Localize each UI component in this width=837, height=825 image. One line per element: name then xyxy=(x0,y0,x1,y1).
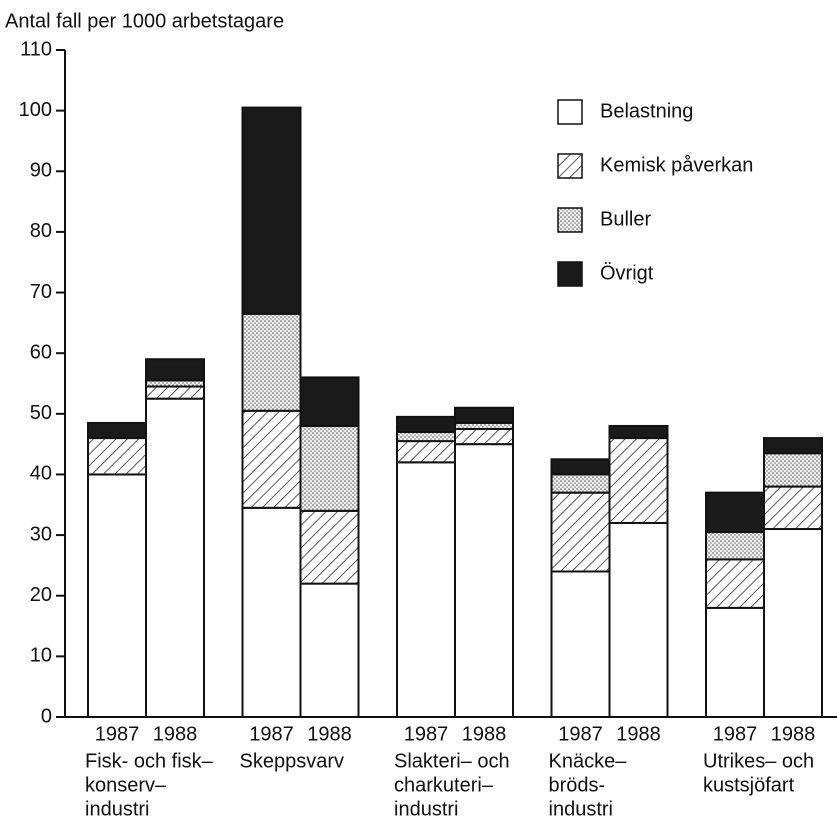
bar-segment xyxy=(550,570,611,718)
y-axis-label: Antal fall per 1000 arbetstagare xyxy=(5,10,284,32)
x-tick-label: 1988 xyxy=(462,723,507,745)
bar-segment xyxy=(396,415,456,434)
y-tick-label: 70 xyxy=(30,281,52,303)
x-tick-label: 1988 xyxy=(153,723,198,745)
legend-swatch xyxy=(557,207,583,233)
bar-segment xyxy=(87,437,147,476)
y-tick-label: 40 xyxy=(30,463,52,485)
y-tick-label: 90 xyxy=(30,160,52,182)
group-label: Slakteri– och xyxy=(394,750,510,772)
x-tick-label: 1988 xyxy=(307,723,352,745)
bar-segment xyxy=(299,582,360,718)
bar-segment xyxy=(705,606,765,719)
bar-segment xyxy=(145,358,205,382)
bar-segment xyxy=(87,421,147,440)
bar-segment xyxy=(763,437,823,455)
bar-segment xyxy=(241,312,302,412)
bar-segment xyxy=(763,485,823,531)
legend-swatch xyxy=(557,261,583,287)
bar-segment xyxy=(454,443,514,718)
bar-segment xyxy=(550,491,611,573)
legend-label: Belastning xyxy=(600,100,693,122)
y-tick-label: 50 xyxy=(30,402,52,424)
bar-segment xyxy=(550,473,611,494)
bar-segment xyxy=(705,531,765,561)
x-tick-label: 1988 xyxy=(771,723,816,745)
legend-swatch xyxy=(557,153,583,179)
bar-segment xyxy=(241,106,302,315)
bar-segment xyxy=(608,424,669,440)
y-tick-label: 80 xyxy=(30,220,52,242)
group-label: Fisk- och fisk– xyxy=(85,750,214,772)
bar-segment xyxy=(705,491,765,534)
bar-segment xyxy=(299,376,360,427)
group-label: industri xyxy=(85,798,149,820)
legend-label: Övrigt xyxy=(600,262,654,284)
group-label: konserv– xyxy=(85,774,167,796)
bar-segment xyxy=(241,506,302,718)
bar-segment xyxy=(454,406,514,424)
y-tick-label: 60 xyxy=(30,341,52,363)
y-tick-label: 30 xyxy=(30,523,52,545)
group-label: charkuteri– xyxy=(394,774,494,796)
bar-segment xyxy=(763,528,823,719)
x-tick-label: 1988 xyxy=(616,723,661,745)
y-tick-label: 0 xyxy=(41,705,52,727)
group-label: bröds- xyxy=(549,774,606,796)
bar-segment xyxy=(87,473,147,719)
legend-label: Buller xyxy=(600,208,651,230)
y-tick-label: 20 xyxy=(30,584,52,606)
y-tick-label: 100 xyxy=(19,99,52,121)
bar-segment xyxy=(241,409,302,509)
bar-segment xyxy=(396,461,456,718)
bar-segment xyxy=(550,458,611,476)
bar-segment xyxy=(145,397,205,718)
group-label: Knäcke– xyxy=(549,750,628,772)
group-label: Utrikes– och xyxy=(703,750,814,772)
bar-segment xyxy=(299,509,360,585)
group-label: industri xyxy=(549,798,613,820)
legend-label: Kemisk påverkan xyxy=(600,154,753,176)
bar-segment xyxy=(705,558,765,609)
bar-segment xyxy=(608,521,669,718)
x-tick-label: 1987 xyxy=(95,723,140,745)
x-tick-label: 1987 xyxy=(249,723,294,745)
group-label: kustsjöfart xyxy=(703,774,795,796)
legend-swatch xyxy=(557,99,583,125)
bar-segment xyxy=(454,427,514,446)
bar-segment xyxy=(396,431,456,443)
bar-segment xyxy=(608,437,669,524)
group-label: industri xyxy=(394,798,458,820)
bar-segment xyxy=(396,440,456,464)
bar-segment xyxy=(299,424,360,512)
bar-segment xyxy=(763,452,823,488)
y-tick-label: 110 xyxy=(20,38,52,60)
x-tick-label: 1987 xyxy=(404,723,449,745)
bar-segment xyxy=(145,385,205,400)
x-tick-label: 1987 xyxy=(558,723,603,745)
y-tick-label: 10 xyxy=(30,645,52,667)
x-tick-label: 1987 xyxy=(713,723,758,745)
group-label: Skeppsvarv xyxy=(240,750,345,772)
